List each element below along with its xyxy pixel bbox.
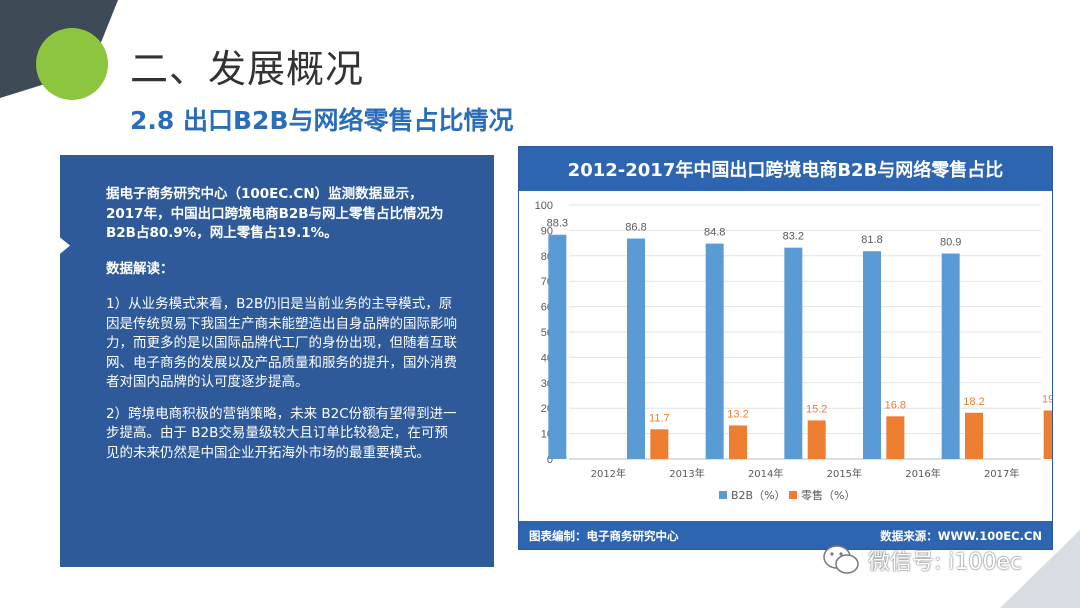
chart-title: 2012-2017年中国出口跨境电商B2B与网络零售占比: [519, 147, 1052, 191]
data-label-retail: 18.2: [963, 396, 984, 408]
corner-light-shape: [1000, 530, 1080, 608]
legend-swatch: [719, 491, 727, 499]
section-subtitle: 2.8 出口B2B与网络零售占比情况: [130, 106, 514, 135]
data-label-b2b: 81.8: [861, 234, 882, 246]
analysis-heading: 数据解读：: [106, 260, 174, 277]
x-tick-label: 2013年: [669, 467, 704, 480]
panel-content: 据电子商务研究中心（100EC.CN）监测数据显示，2017年，中国出口跨境电商…: [106, 185, 458, 475]
legend-label: B2B（%）: [731, 489, 786, 502]
bar-chart: 010203040506070809010088.311.72012年86.81…: [535, 200, 1052, 502]
data-label-b2b: 83.2: [783, 231, 804, 243]
legend-label: 零售（%）: [801, 488, 855, 502]
watermark-text: 微信号: i100ec: [868, 550, 1023, 575]
y-tick-label: 90: [541, 225, 553, 237]
chart-source: 数据来源：WWW.100EC.CN: [880, 529, 1042, 543]
analysis-paragraph-1: 1）从业务模式来看，B2B仍旧是当前业务的主导模式，原因是传统贸易下我国生产商未…: [106, 296, 457, 390]
bar-retail: [1043, 410, 1052, 459]
data-label-b2b: 84.8: [704, 227, 725, 239]
bar-b2b: [941, 253, 960, 459]
data-label-retail: 16.8: [885, 399, 906, 411]
intro-paragraph: 据电子商务研究中心（100EC.CN）监测数据显示，2017年，中国出口跨境电商…: [106, 186, 444, 241]
bar-retail: [886, 416, 905, 459]
wechat-icon: [823, 545, 859, 574]
data-label-retail: 15.2: [806, 403, 827, 415]
bar-retail: [807, 420, 826, 459]
x-tick-label: 2017年: [984, 467, 1019, 480]
bar-b2b: [548, 234, 567, 459]
bar-retail: [650, 429, 669, 459]
bar-retail: [965, 412, 983, 459]
green-circle: [36, 28, 108, 100]
wechat-watermark: 微信号: i100ec: [822, 540, 1058, 580]
chart-author: 图表编制：电子商务研究中心: [529, 529, 679, 543]
y-tick-label: 0: [547, 454, 553, 466]
bar-b2b: [863, 251, 881, 459]
x-tick-label: 2012年: [591, 467, 626, 480]
page-title: 二、发展概况: [130, 47, 365, 91]
data-label-retail: 19.1: [1042, 393, 1052, 405]
analysis-paragraph-2: 2）跨境电商积极的营销策略，未来 B2C份额有望得到进一步提高。由于 B2B交易…: [106, 405, 457, 461]
chart-footer: 图表编制：电子商务研究中心 数据来源：WWW.100EC.CN: [519, 521, 1052, 549]
bar-retail: [729, 425, 747, 459]
legend-swatch: [789, 491, 797, 499]
bar-b2b: [705, 243, 724, 459]
text-panel: 据电子商务研究中心（100EC.CN）监测数据显示，2017年，中国出口跨境电商…: [60, 155, 494, 567]
chart-card: 2012-2017年中国出口跨境电商B2B与网络零售占比 0 10 20 30 40 50…: [518, 146, 1053, 550]
data-label-b2b: 88.3: [547, 218, 568, 230]
data-label-b2b: 80.9: [940, 237, 961, 249]
data-label-b2b: 86.8: [625, 222, 646, 234]
y-tick-label: 80: [541, 251, 553, 263]
x-tick-label: 2015年: [827, 467, 862, 480]
bar-b2b: [784, 247, 803, 459]
x-tick-label: 2014年: [748, 467, 783, 480]
y-tick-label: 100: [535, 200, 553, 212]
bar-b2b: [627, 238, 645, 459]
data-label-retail: 11.7: [649, 412, 670, 424]
x-tick-label: 2016年: [905, 467, 940, 480]
data-label-retail: 13.2: [727, 408, 748, 420]
